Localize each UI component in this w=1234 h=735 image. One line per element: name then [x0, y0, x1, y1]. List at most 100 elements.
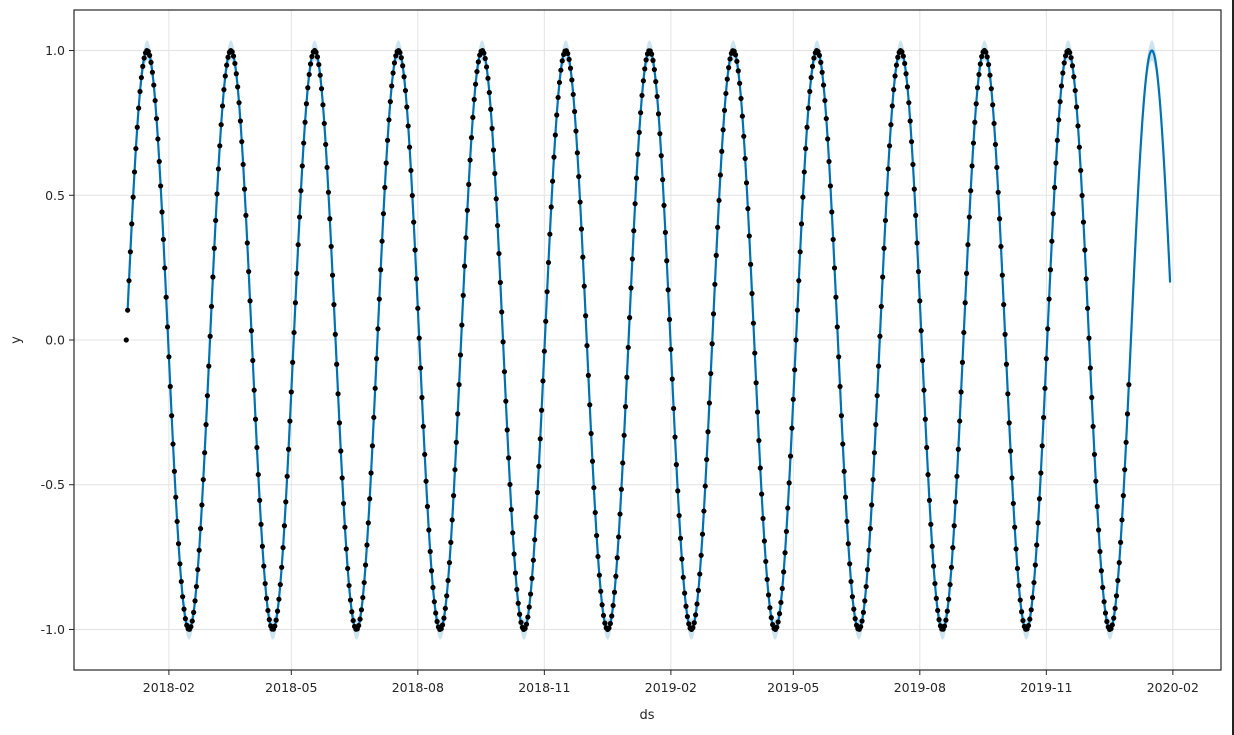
y-tick-label: -1.0: [41, 622, 65, 637]
data-point: [169, 413, 175, 419]
data-point: [406, 144, 413, 150]
data-point: [340, 500, 347, 507]
data-point: [1045, 326, 1051, 332]
data-point: [874, 393, 880, 399]
y-axis-label: y: [9, 336, 24, 344]
data-point: [613, 573, 619, 579]
data-point: [151, 82, 157, 88]
data-point: [900, 53, 906, 59]
data-point: [1102, 610, 1109, 616]
data-point: [754, 409, 761, 415]
data-point: [153, 115, 160, 122]
data-point: [533, 514, 539, 520]
data-point: [318, 86, 325, 92]
data-point: [984, 54, 990, 60]
data-point: [413, 276, 420, 282]
data-point: [1116, 560, 1122, 566]
data-point: [492, 170, 498, 177]
x-tick-label: 2019-05: [767, 680, 819, 695]
data-point: [257, 497, 263, 503]
data-point: [127, 249, 133, 255]
data-point: [460, 292, 466, 298]
data-point: [393, 53, 399, 59]
data-point: [918, 328, 924, 334]
data-point: [141, 55, 147, 61]
data-point: [617, 511, 623, 517]
data-point: [1076, 144, 1082, 150]
data-point: [819, 69, 825, 75]
data-point: [871, 450, 878, 456]
data-point: [1040, 414, 1047, 421]
data-point: [698, 552, 704, 558]
data-point: [838, 413, 845, 419]
data-point: [221, 87, 227, 93]
data-point: [893, 62, 900, 68]
data-point: [261, 563, 267, 569]
data-point: [1051, 184, 1058, 191]
data-point: [1067, 49, 1073, 56]
data-point: [620, 460, 626, 466]
data-point: [1002, 331, 1008, 337]
data-point: [551, 154, 557, 160]
data-point: [497, 279, 503, 286]
data-point: [512, 570, 519, 576]
data-point: [941, 623, 948, 629]
data-point: [158, 183, 164, 189]
data-point: [347, 597, 354, 603]
data-point: [1068, 55, 1074, 61]
data-point: [627, 315, 633, 321]
data-point: [1036, 496, 1043, 502]
data-point: [606, 625, 612, 631]
data-point: [283, 499, 289, 505]
data-point: [428, 568, 435, 574]
data-point: [301, 140, 307, 146]
data-point: [676, 512, 682, 519]
data-point: [218, 122, 224, 128]
data-point: [456, 382, 462, 388]
data-point: [943, 617, 949, 623]
data-point: [779, 585, 785, 592]
data-point: [207, 333, 213, 339]
data-point: [800, 194, 806, 200]
data-point: [1118, 539, 1124, 545]
data-point: [455, 411, 461, 417]
data-point: [831, 265, 838, 271]
data-point: [262, 580, 268, 587]
data-point: [1126, 382, 1132, 388]
data-point: [213, 217, 219, 224]
data-point: [657, 131, 663, 137]
data-point: [156, 158, 162, 165]
data-point: [427, 548, 433, 555]
data-point: [1098, 568, 1104, 574]
data-point: [543, 318, 549, 324]
data-point: [882, 217, 889, 224]
data-point: [309, 53, 315, 60]
data-point: [790, 396, 796, 402]
data-point: [746, 233, 752, 239]
data-point: [928, 521, 934, 527]
data-point: [459, 322, 465, 328]
data-point: [211, 245, 217, 251]
data-point: [545, 259, 552, 266]
data-point: [570, 91, 576, 98]
data-point: [785, 505, 791, 511]
data-point: [1029, 594, 1036, 601]
data-point: [450, 493, 457, 499]
data-point: [149, 69, 155, 75]
data-point: [1079, 192, 1085, 199]
data-point: [705, 429, 711, 435]
data-point: [1003, 361, 1010, 367]
data-point: [411, 219, 417, 225]
data-point: [518, 619, 524, 625]
data-point: [737, 80, 743, 86]
data-point: [823, 115, 829, 122]
data-point: [558, 67, 564, 73]
data-point: [466, 181, 472, 187]
observed-points-group: [123, 47, 1132, 633]
data-point: [1085, 305, 1091, 311]
data-point: [409, 192, 415, 199]
data-point: [594, 532, 600, 539]
data-point: [1053, 160, 1059, 166]
data-point: [1028, 607, 1034, 613]
